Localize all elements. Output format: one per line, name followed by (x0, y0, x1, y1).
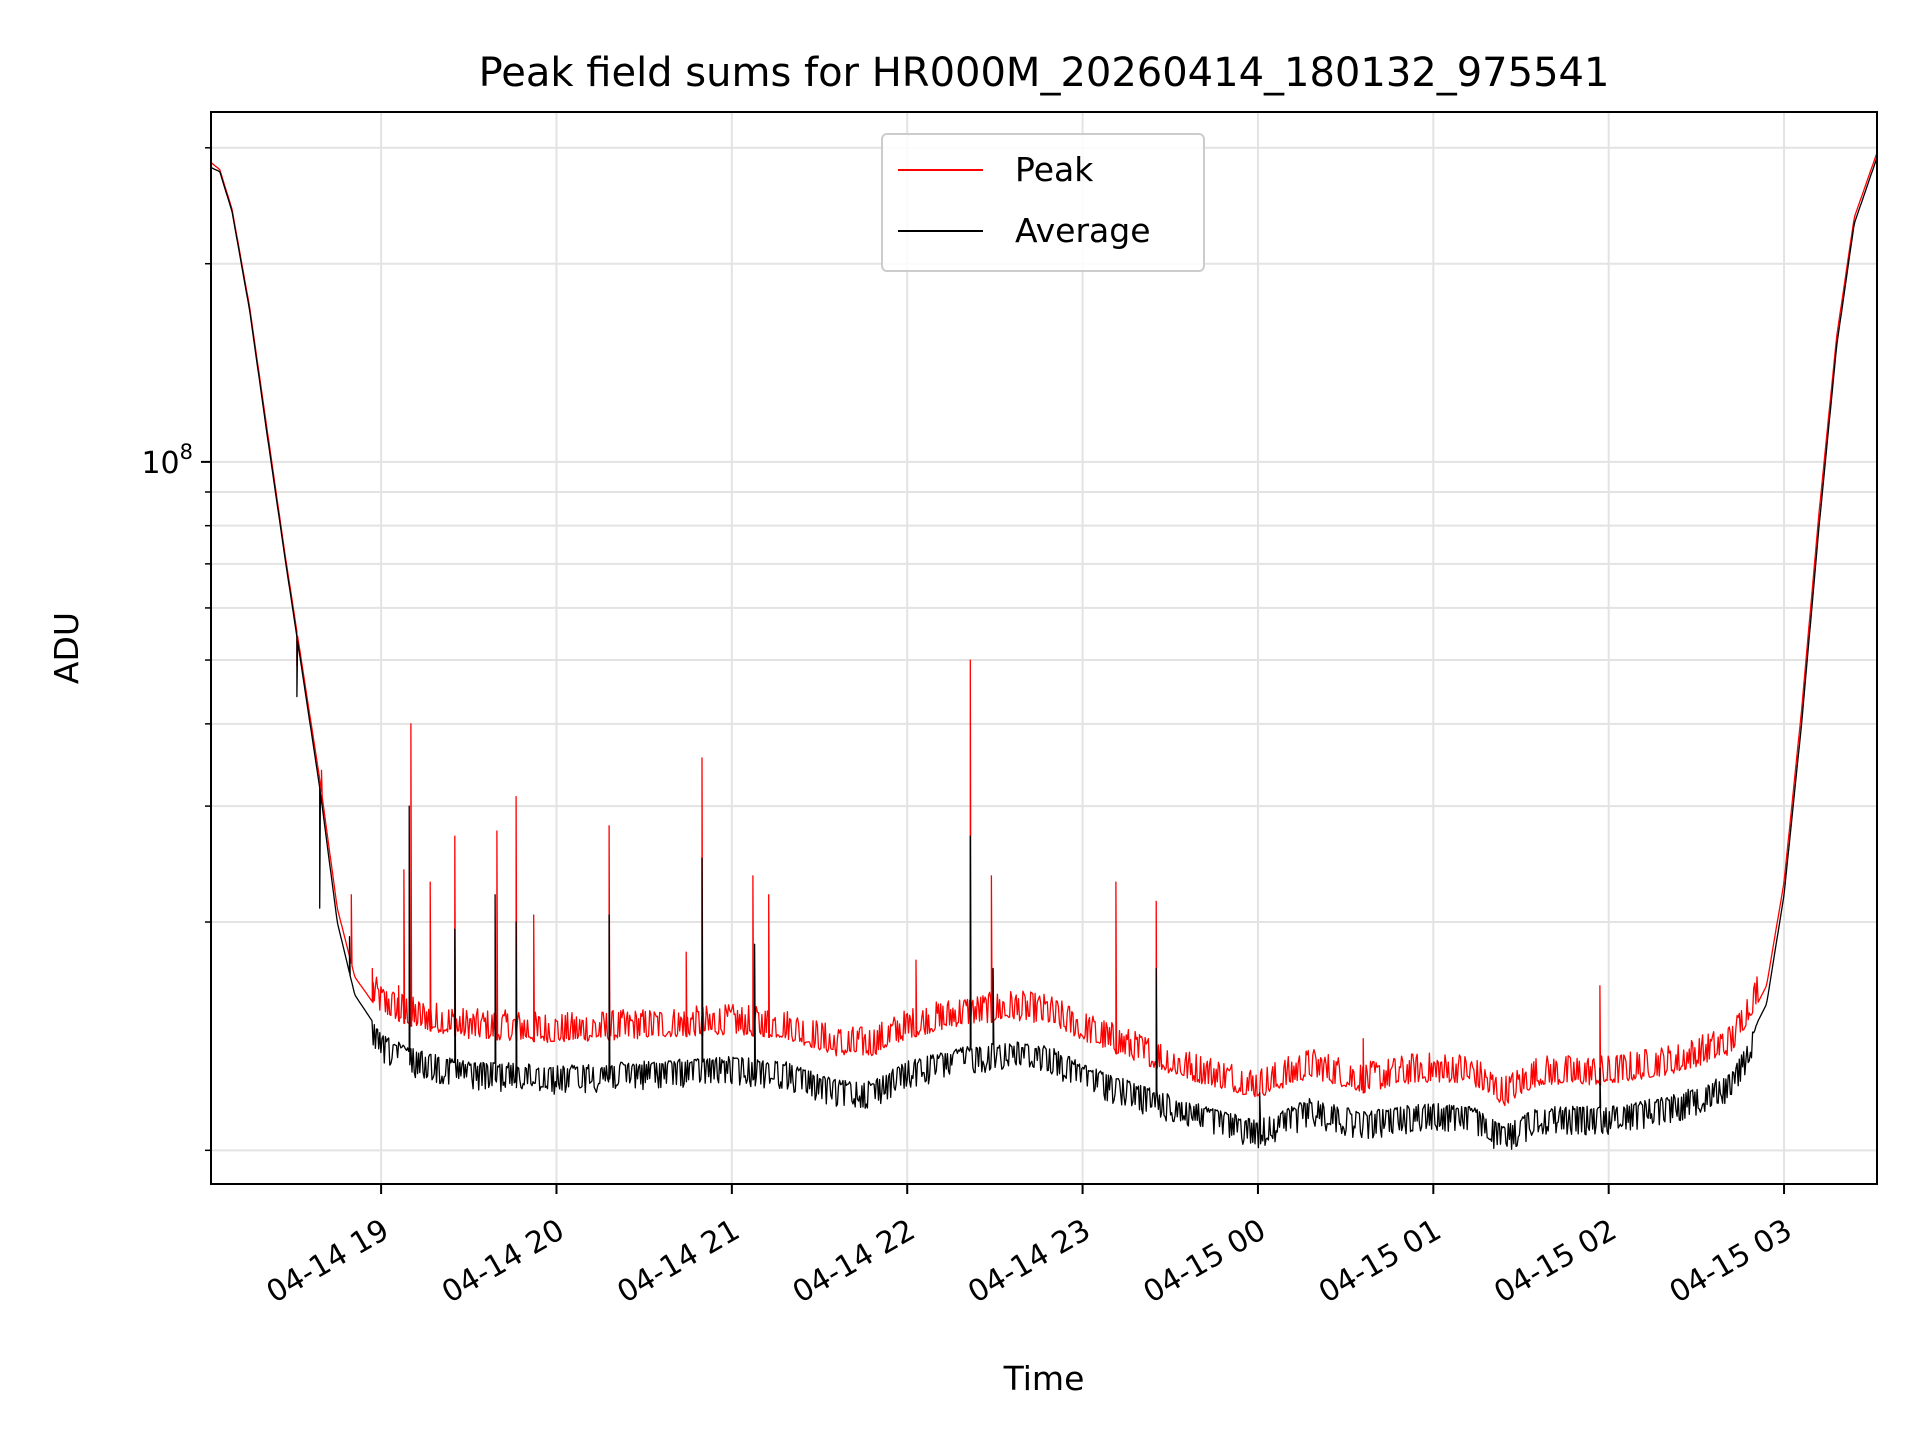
x-axis-label: Time (1003, 1359, 1085, 1398)
legend-box (881, 133, 1205, 272)
y-axis-label: ADU (47, 612, 86, 684)
legend-average-label: Average (1015, 211, 1151, 250)
legend: Peak Average (881, 133, 1205, 272)
y-tick-label: 108 (141, 440, 193, 481)
chart-title: Peak field sums for HR000M_20260414_1801… (479, 50, 1610, 96)
plot-area (211, 112, 1877, 1184)
plot-frame (210, 111, 1878, 1185)
series-layer (211, 152, 1877, 1150)
legend-peak-label: Peak (1015, 150, 1094, 189)
series-line-average (211, 157, 1877, 1150)
series-line-peak (211, 152, 1877, 1107)
grid-lines (211, 112, 1877, 1184)
